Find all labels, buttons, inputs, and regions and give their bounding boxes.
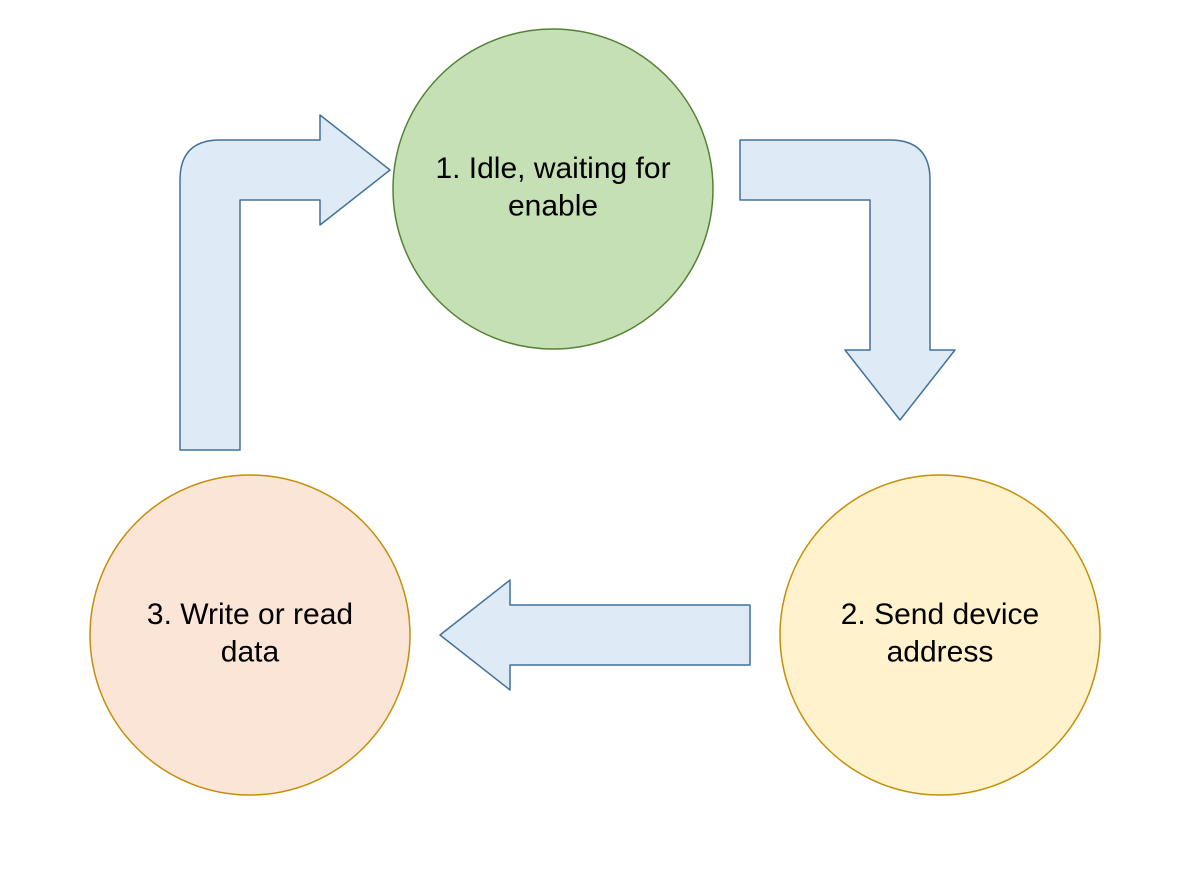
state-label-n1-line0: 1. Idle, waiting for: [435, 152, 670, 185]
state-label-n3-line0: 3. Write or read: [147, 598, 353, 631]
arrow-idle-to-send: [740, 140, 955, 420]
state-label-n2-line0: 2. Send device: [841, 598, 1039, 631]
state-label-n1-line1: enable: [508, 190, 598, 223]
state-diagram: 1. Idle, waiting for enable 2. Send device…: [0, 0, 1192, 882]
arrow-rw-to-idle: [180, 115, 390, 450]
arrow-send-to-rw: [440, 580, 750, 690]
state-label-n2-line1: address: [887, 636, 994, 669]
state-label-n3-line1: data: [221, 636, 280, 669]
